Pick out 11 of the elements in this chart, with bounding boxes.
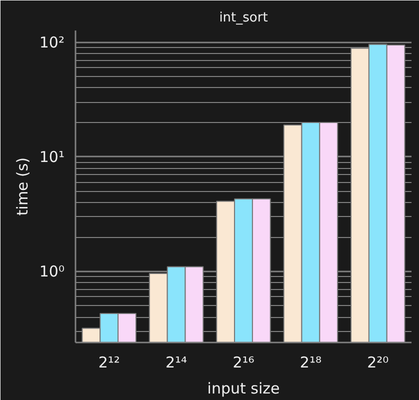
chart-title: int_sort: [219, 10, 268, 26]
y-tick-label: 10¹: [39, 148, 65, 166]
x-tick-label: 2¹²: [98, 354, 120, 372]
x-tick-label: 2¹⁸: [300, 354, 322, 372]
x-tick-label: 2²⁰: [367, 354, 389, 372]
y-axis-title: time (s): [13, 157, 32, 216]
x-tick-label: 2¹⁴: [166, 354, 188, 372]
x-tick-label: 2¹⁶: [232, 354, 254, 372]
y-tick-label: 10²: [39, 33, 65, 52]
y-tick-label: 10⁰: [39, 262, 65, 280]
x-axis-title: input size: [207, 380, 280, 398]
